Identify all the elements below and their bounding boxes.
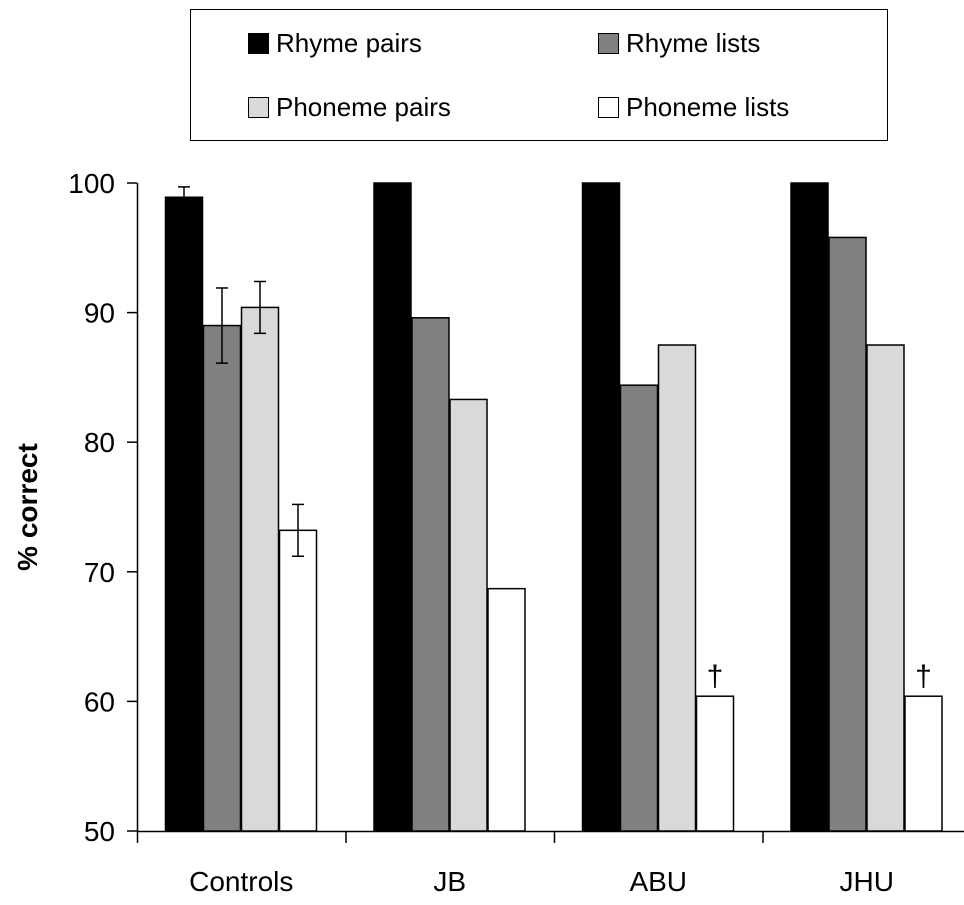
bar bbox=[790, 182, 829, 832]
legend-swatch bbox=[598, 33, 619, 54]
dagger-marker: † bbox=[707, 660, 724, 693]
legend: Rhyme pairs Rhyme lists Phoneme pairs Phone… bbox=[190, 9, 888, 141]
bar bbox=[411, 317, 450, 832]
x-tick-label: JB bbox=[433, 866, 466, 897]
legend-swatch bbox=[248, 33, 269, 54]
bar bbox=[695, 695, 735, 832]
labels: † † bbox=[707, 660, 932, 693]
bar bbox=[487, 587, 526, 832]
bar bbox=[866, 344, 905, 832]
bar bbox=[164, 196, 204, 832]
legend-label: Rhyme pairs bbox=[276, 28, 422, 58]
legend-label: Phoneme pairs bbox=[276, 92, 451, 122]
bar bbox=[581, 182, 621, 832]
bar bbox=[828, 236, 867, 832]
bar bbox=[449, 398, 488, 832]
legend-swatch bbox=[248, 97, 269, 118]
x-tick-label: Controls bbox=[189, 866, 293, 897]
legend-label: Rhyme lists bbox=[626, 28, 760, 58]
dagger-marker: † bbox=[915, 660, 932, 693]
bar bbox=[278, 529, 318, 832]
bars bbox=[164, 182, 943, 832]
bar bbox=[657, 344, 697, 832]
bar bbox=[373, 182, 412, 832]
legend-swatch bbox=[598, 97, 619, 118]
x-tick-label: JHU bbox=[840, 866, 894, 897]
bar bbox=[904, 695, 943, 832]
y-tick-label: 100 bbox=[68, 168, 115, 199]
y-tick-label: 80 bbox=[84, 427, 115, 458]
bar bbox=[240, 306, 280, 832]
legend-label: Phoneme lists bbox=[626, 92, 789, 122]
y-tick-label: 90 bbox=[84, 298, 115, 329]
y-tick-label: 50 bbox=[84, 816, 115, 847]
bar bbox=[619, 384, 659, 832]
bar bbox=[202, 324, 242, 832]
error-bars bbox=[178, 186, 304, 557]
y-axis-label: % correct bbox=[12, 443, 43, 571]
x-tick-label: ABU bbox=[629, 866, 687, 897]
y-tick-label: 70 bbox=[84, 557, 115, 588]
y-tick-label: 60 bbox=[84, 686, 115, 717]
legend-frame bbox=[190, 9, 888, 141]
